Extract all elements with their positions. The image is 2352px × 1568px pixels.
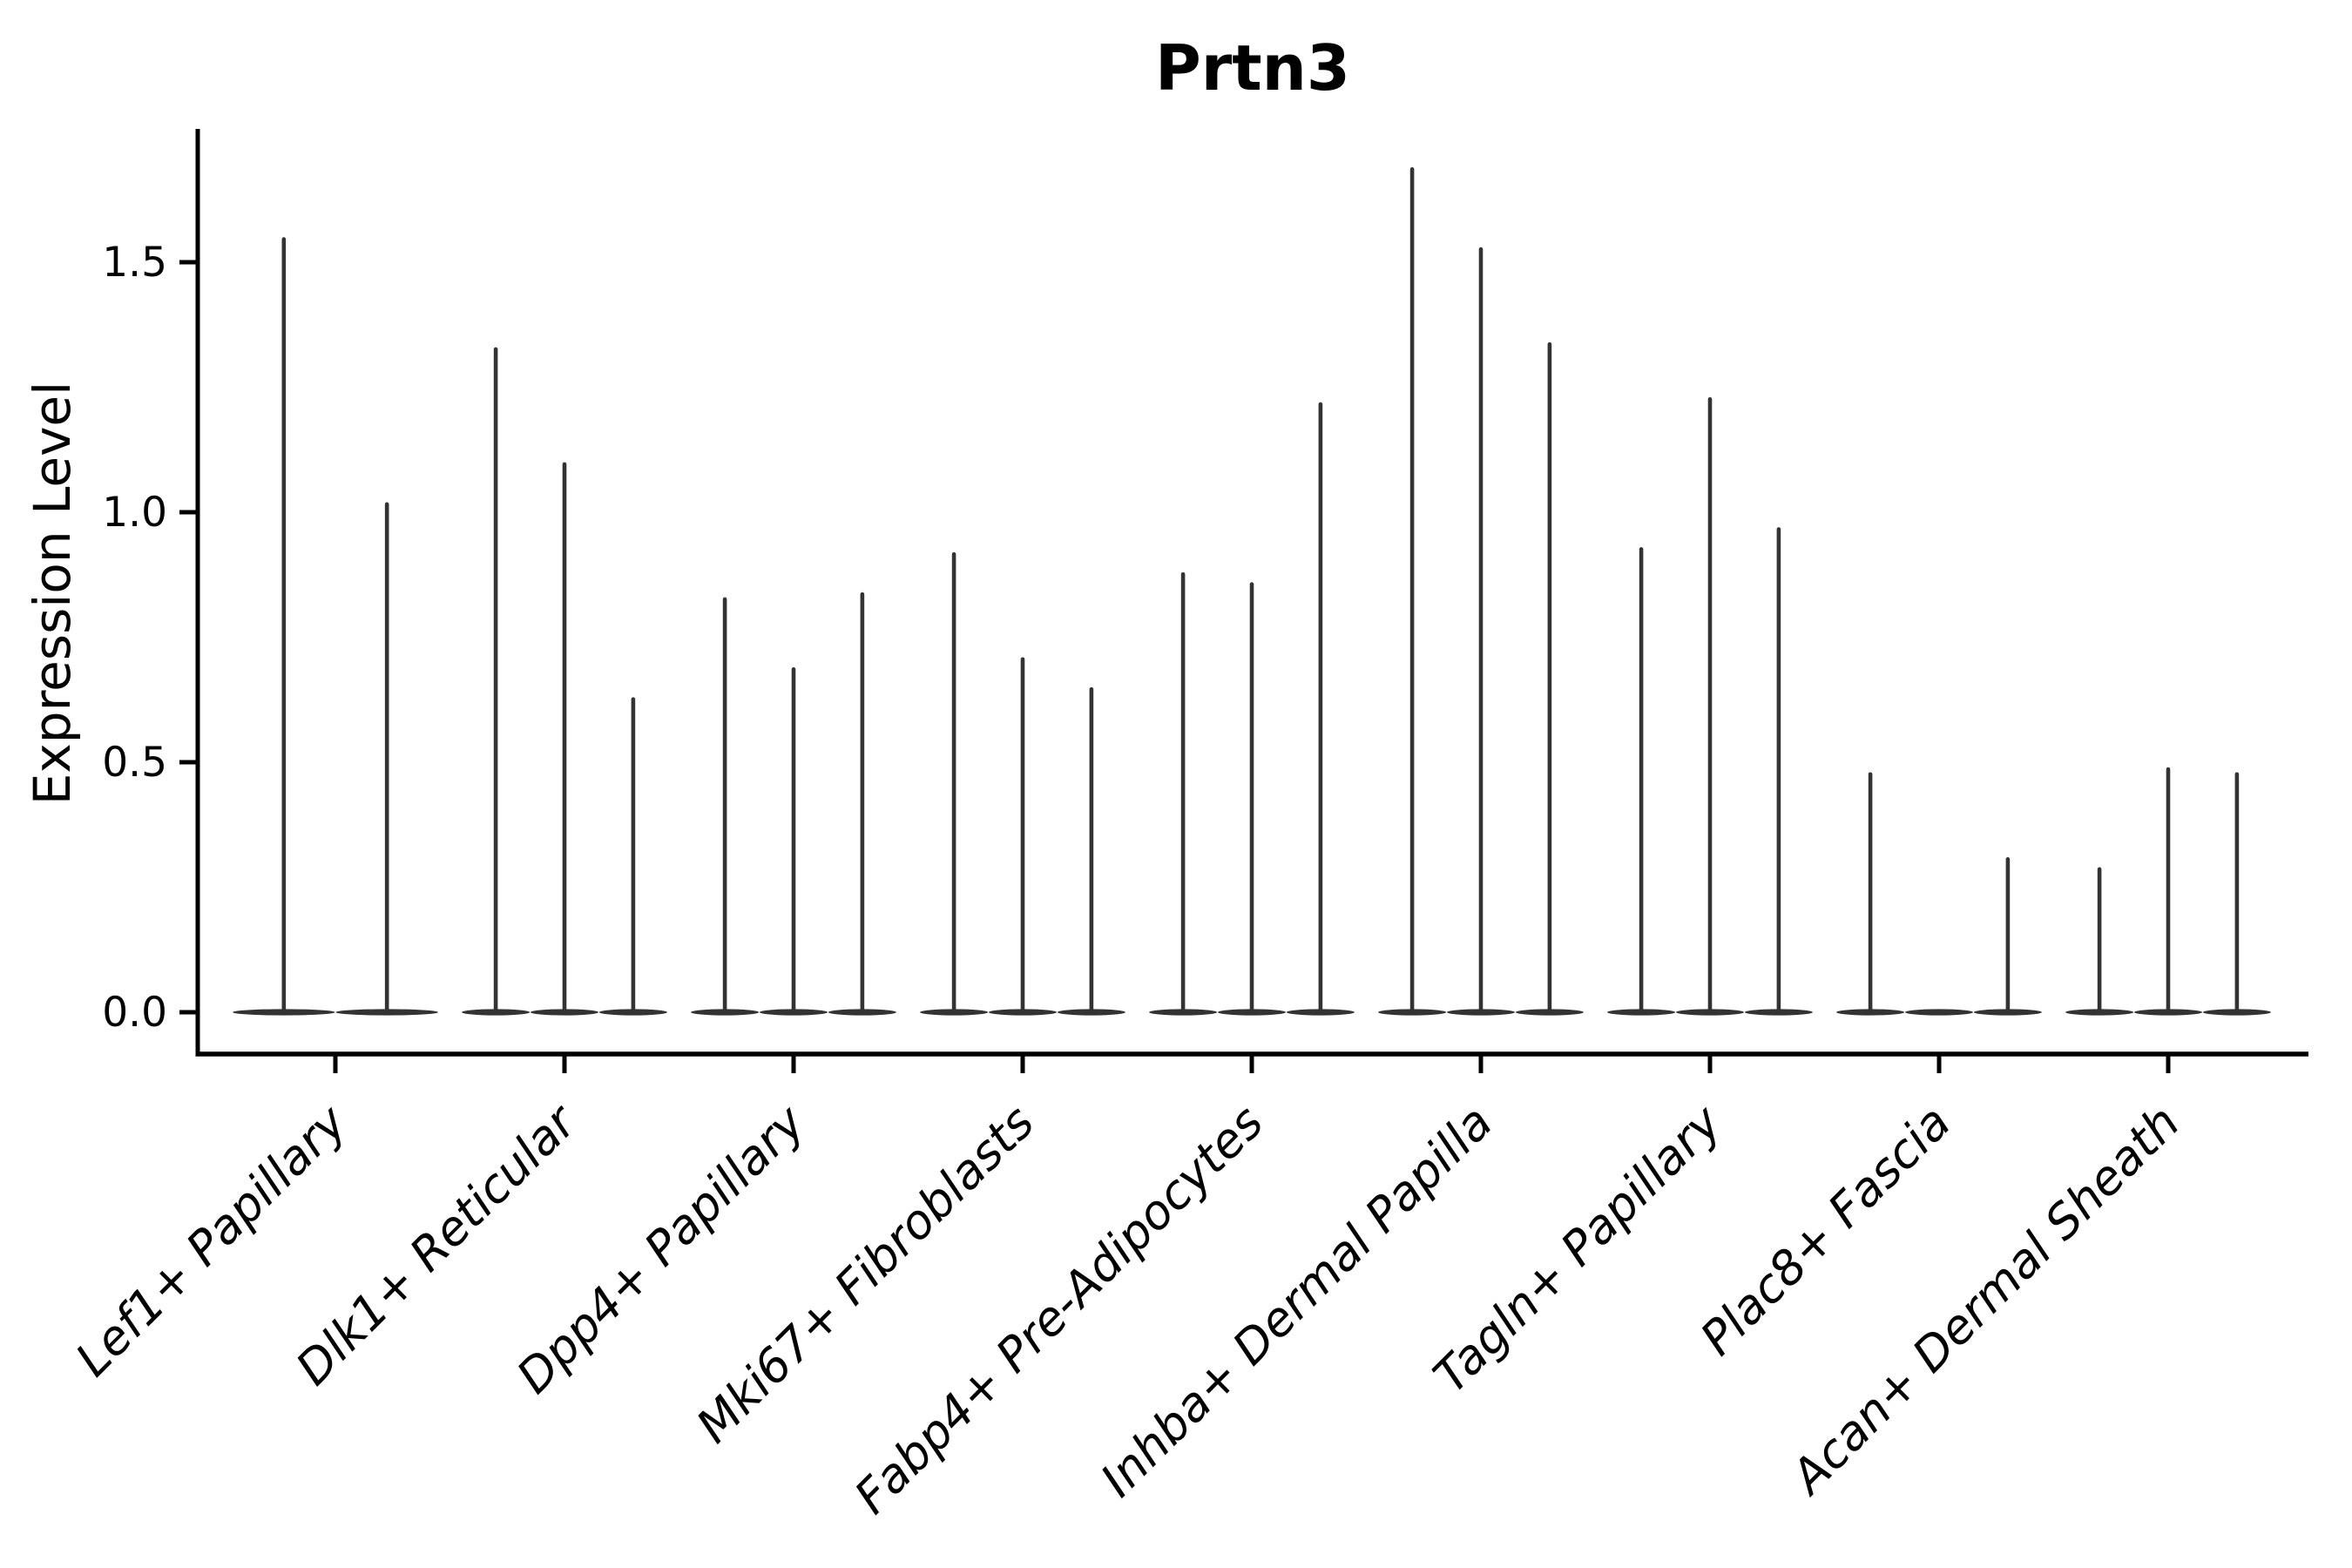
violin-base	[1905, 1009, 1973, 1016]
violin-group	[1378, 166, 1584, 1016]
violin-group	[462, 347, 667, 1016]
violin-group	[2065, 767, 2271, 1016]
x-tick-label: Acan+ Dermal Sheath	[1779, 1095, 2190, 1506]
violin-group	[1149, 402, 1355, 1016]
violin-group	[920, 551, 1125, 1016]
violin-group	[1607, 396, 1813, 1016]
y-tick-label: 0.0	[102, 989, 167, 1037]
y-tick-label: 0.5	[102, 739, 167, 787]
x-tick-label: Fabp4+ Pre-Adipocytes	[844, 1095, 1274, 1524]
violin-group	[1836, 772, 2042, 1016]
y-axis-ticks: 0.0 0.5 1.0 1.5	[102, 239, 198, 1037]
y-axis-label: Expression Level	[23, 382, 82, 805]
y-tick-label: 1.0	[102, 489, 167, 537]
x-tick-label: Inhba+ Dermal Papilla	[1090, 1095, 1503, 1508]
y-tick-label: 1.5	[102, 239, 167, 287]
plot-title: Prtn3	[1155, 31, 1350, 105]
violin-group	[233, 237, 438, 1016]
violin-series	[233, 166, 2271, 1016]
violin-group	[691, 591, 896, 1016]
